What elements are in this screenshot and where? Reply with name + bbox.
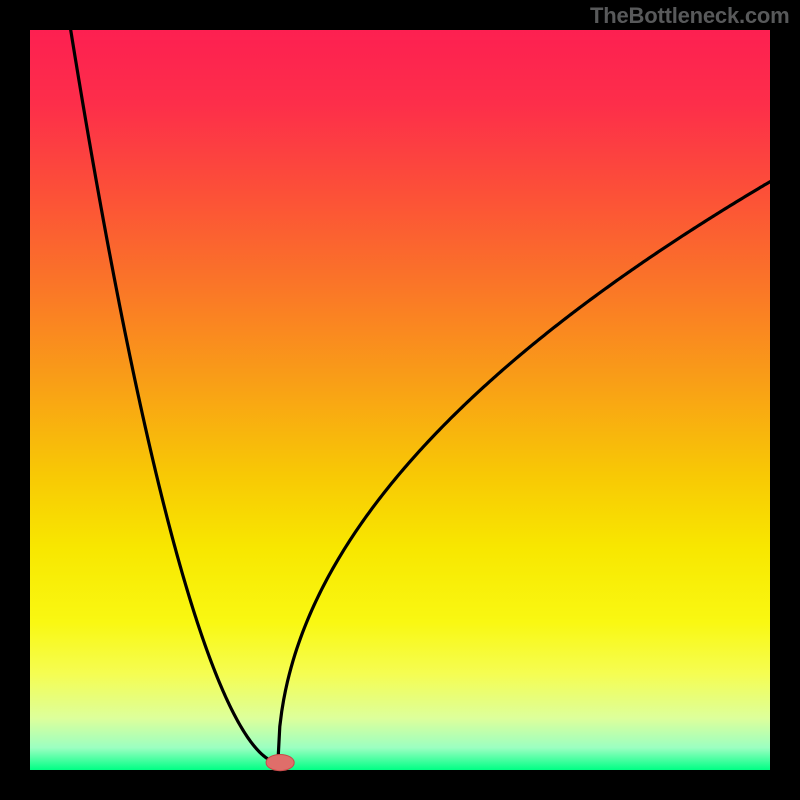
bottleneck-curve (71, 30, 770, 763)
chart-overlay (0, 0, 800, 800)
valley-marker (266, 754, 294, 770)
watermark-text: TheBottleneck.com (590, 3, 790, 29)
